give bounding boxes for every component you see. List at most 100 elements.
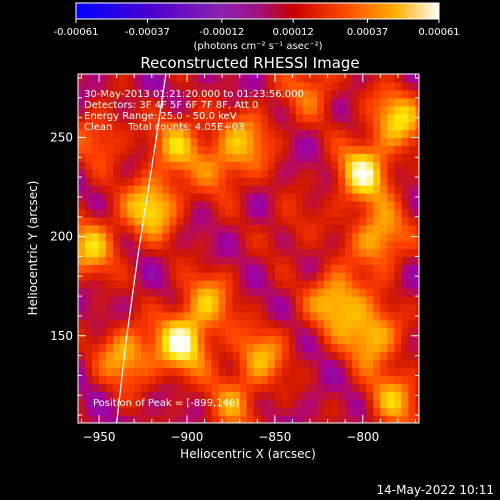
- heatmap-cell: [176, 177, 185, 186]
- heatmap-cell: [225, 264, 234, 273]
- heatmap-cell: [169, 185, 178, 194]
- heatmap-cell: [380, 232, 388, 242]
- heatmap-cell: [155, 89, 163, 99]
- heatmap-cell: [408, 359, 417, 369]
- heatmap-cell: [338, 137, 346, 146]
- heatmap-cell: [155, 272, 163, 281]
- heatmap-cell: [253, 113, 262, 123]
- heatmap-cell: [113, 169, 121, 178]
- heatmap-cell: [401, 304, 410, 313]
- heatmap-cell: [345, 264, 353, 273]
- heatmap-cell: [211, 177, 220, 186]
- heatmap-cell: [408, 327, 417, 337]
- heatmap-cell: [106, 89, 114, 99]
- heatmap-cell: [176, 224, 185, 234]
- x-axis-label: Heliocentric X (arcsec): [180, 447, 316, 461]
- heatmap-cell: [260, 81, 269, 91]
- heatmap-cell: [267, 264, 276, 273]
- heatmap-cell: [232, 399, 241, 408]
- heatmap-cell: [274, 391, 283, 400]
- heatmap-cell: [141, 319, 149, 329]
- colorbar-tick-label: 0.00061: [418, 27, 459, 38]
- heatmap-cell: [317, 304, 325, 313]
- heatmap-cell: [246, 113, 255, 123]
- heatmap-cell: [317, 153, 325, 162]
- heatmap-cell: [141, 113, 149, 123]
- heatmap-cell: [225, 121, 234, 131]
- heatmap-cell: [106, 169, 114, 178]
- heatmap-cell: [225, 407, 234, 416]
- heatmap-cell: [302, 264, 311, 273]
- heatmap-cell: [267, 121, 276, 131]
- heatmap-cell: [197, 327, 206, 337]
- heatmap-cell: [338, 256, 346, 265]
- heatmap-cell: [394, 272, 403, 281]
- heatmap-cell: [169, 105, 178, 115]
- heatmap-cell: [239, 304, 248, 313]
- heatmap-cell: [295, 375, 304, 384]
- heatmap-cell: [338, 105, 346, 115]
- heatmap-cell: [302, 367, 311, 377]
- heatmap-cell: [176, 200, 185, 210]
- heatmap-cell: [176, 343, 185, 353]
- heatmap-cell: [274, 335, 283, 345]
- heatmap-cell: [359, 375, 367, 384]
- heatmap-cell: [345, 129, 353, 139]
- heatmap-cell: [352, 113, 360, 123]
- heatmap-cell: [99, 296, 107, 305]
- heatmap-cell: [218, 216, 227, 226]
- heatmap-cell: [176, 240, 185, 250]
- heatmap-cell: [148, 383, 156, 392]
- heatmap-cell: [267, 327, 276, 337]
- heatmap-cell: [155, 335, 163, 345]
- heatmap-cell: [162, 81, 171, 91]
- heatmap-cell: [197, 105, 206, 115]
- heatmap-cell: [380, 391, 388, 400]
- heatmap-cell: [148, 288, 156, 297]
- heatmap-cell: [204, 169, 213, 178]
- heatmap-cell: [401, 81, 410, 91]
- heatmap-cell: [239, 343, 248, 353]
- heatmap-cell: [85, 311, 93, 321]
- heatmap-cell: [401, 311, 410, 321]
- heatmap-cell: [141, 177, 149, 186]
- heatmap-cell: [281, 335, 290, 345]
- heatmap-cell: [211, 296, 220, 305]
- heatmap-cell: [148, 327, 156, 337]
- heatmap-cell: [394, 177, 403, 186]
- heatmap-cell: [387, 256, 395, 265]
- heatmap-cell: [345, 169, 353, 178]
- heatmap-cell: [267, 185, 276, 194]
- chart-title: Reconstructed RHESSI Image: [140, 54, 359, 72]
- heatmap-cell: [260, 97, 269, 107]
- heatmap-cell: [394, 129, 403, 139]
- heatmap-cell: [155, 185, 163, 194]
- heatmap-cell: [310, 121, 318, 131]
- heatmap-cell: [401, 367, 410, 377]
- heatmap-cell: [415, 121, 419, 131]
- heatmap-cell: [317, 375, 325, 384]
- heatmap-cell: [408, 97, 417, 107]
- heatmap-cell: [127, 248, 135, 258]
- heatmap-cell: [352, 367, 360, 377]
- heatmap-cell: [155, 74, 163, 83]
- heatmap-cell: [324, 137, 332, 146]
- heatmap-cell: [148, 224, 156, 234]
- heatmap-cell: [359, 367, 367, 377]
- heatmap-cell: [373, 327, 381, 337]
- heatmap-cell: [225, 232, 234, 242]
- heatmap-cell: [366, 415, 374, 423]
- heatmap-cell: [78, 256, 86, 265]
- heatmap-cell: [113, 327, 121, 337]
- heatmap-cell: [204, 177, 213, 186]
- heatmap-cell: [211, 145, 220, 154]
- heatmap-cell: [141, 415, 149, 423]
- heatmap-cell: [92, 121, 100, 131]
- heatmap-cell: [141, 121, 149, 131]
- heatmap-cell: [127, 97, 135, 107]
- heatmap-cell: [352, 89, 360, 99]
- heatmap-cell: [401, 391, 410, 400]
- heatmap-cell: [380, 343, 388, 353]
- heatmap-cell: [92, 407, 100, 416]
- heatmap-cell: [324, 169, 332, 178]
